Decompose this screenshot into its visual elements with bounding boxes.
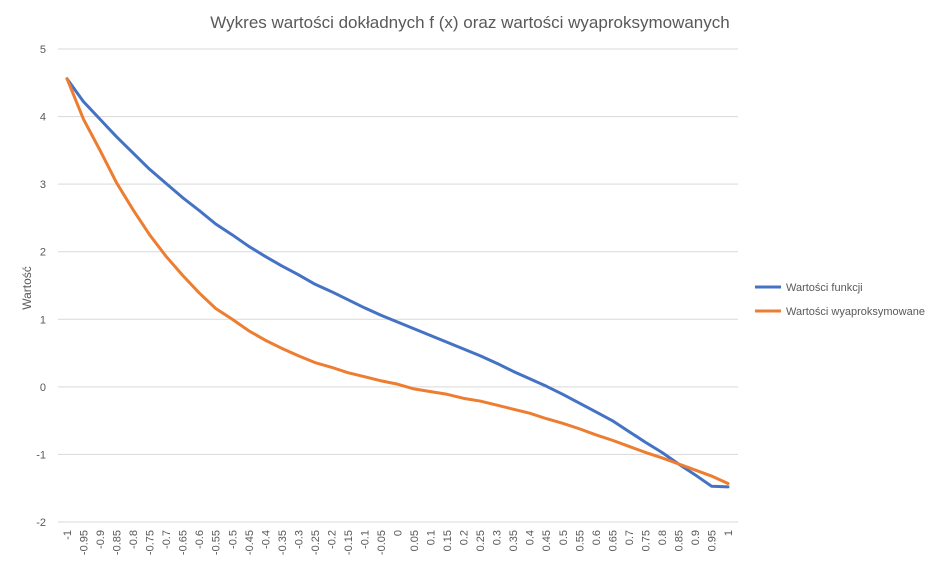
- y-tick-label: 2: [40, 247, 46, 259]
- x-tick-label: 0.9: [690, 530, 702, 545]
- y-axis-ticks: 5 4 3 2 1 0 -1 -2: [36, 44, 46, 529]
- x-tick-label: 0.95: [706, 530, 718, 551]
- y-tick-label: -1: [36, 449, 46, 461]
- x-tick-label: 0.2: [459, 530, 471, 545]
- x-tick-label: -0.85: [112, 530, 124, 555]
- x-tick-label: -0.55: [211, 530, 223, 555]
- x-tick-label: -0.2: [326, 530, 338, 549]
- x-tick-label: -0.4: [260, 530, 272, 549]
- legend-label: Wartości funkcji: [786, 282, 863, 294]
- y-tick-label: 5: [40, 44, 46, 56]
- legend: Wartości funkcji Wartości wyaproksymowane: [755, 282, 925, 318]
- x-tick-label: 0.15: [442, 530, 454, 551]
- x-tick-label: -0.7: [161, 530, 173, 549]
- x-tick-label: -0.25: [310, 530, 322, 555]
- x-tick-label: 1: [723, 530, 735, 536]
- x-tick-label: 0.85: [673, 530, 685, 551]
- y-tick-label: 0: [40, 382, 46, 394]
- x-tick-label: -0.6: [194, 530, 206, 549]
- gridlines: [58, 48, 738, 523]
- x-tick-label: 0.45: [541, 530, 553, 551]
- x-tick-label: 0.05: [409, 530, 421, 551]
- x-tick-label: 0.75: [640, 530, 652, 551]
- x-tick-label: 0.3: [492, 530, 504, 545]
- y-tick-label: 4: [40, 112, 46, 124]
- x-tick-label: 0.8: [657, 530, 669, 545]
- x-tick-label: -0.45: [244, 530, 256, 555]
- y-axis-label: Wartość: [20, 266, 34, 310]
- x-tick-label: 0.4: [525, 530, 537, 545]
- x-tick-label: -0.35: [277, 530, 289, 555]
- x-tick-label: 0.7: [624, 530, 636, 545]
- x-tick-label: -0.5: [227, 530, 239, 549]
- series-line-2: [65, 77, 730, 485]
- x-tick-label: 0.65: [607, 530, 619, 551]
- x-tick-label: -0.95: [79, 530, 91, 555]
- y-tick-label: -2: [36, 517, 46, 529]
- x-tick-label: 0.1: [426, 530, 438, 545]
- x-tick-label: -0.8: [128, 530, 140, 549]
- x-tick-label: 0.35: [508, 530, 520, 551]
- x-tick-label: -1: [62, 530, 74, 540]
- x-tick-label: -0.05: [376, 530, 388, 555]
- chart-title: Wykres wartości dokładnych f (x) oraz wa…: [210, 13, 729, 32]
- x-tick-label: -0.3: [293, 530, 305, 549]
- x-tick-label: 0: [393, 530, 405, 536]
- y-tick-label: 3: [40, 179, 46, 191]
- x-tick-label: 0.6: [591, 530, 603, 545]
- y-tick-label: 1: [40, 314, 46, 326]
- x-tick-label: 0.25: [475, 530, 487, 551]
- legend-label: Wartości wyaproksymowane: [786, 306, 925, 318]
- x-tick-label: 0.5: [558, 530, 570, 545]
- x-tick-label: 0.55: [574, 530, 586, 551]
- series-lines: [65, 77, 730, 489]
- x-tick-label: -0.15: [343, 530, 355, 555]
- x-tick-label: -0.1: [359, 530, 371, 549]
- x-tick-label: -0.75: [145, 530, 157, 555]
- x-tick-label: -0.65: [178, 530, 190, 555]
- x-tick-label: -0.9: [95, 530, 107, 549]
- x-axis-ticks: -1 -0.95 -0.9 -0.85 -0.8 -0.75 -0.7 -0.65 -0.6 -0…: [62, 530, 735, 555]
- series-line-1: [65, 77, 730, 489]
